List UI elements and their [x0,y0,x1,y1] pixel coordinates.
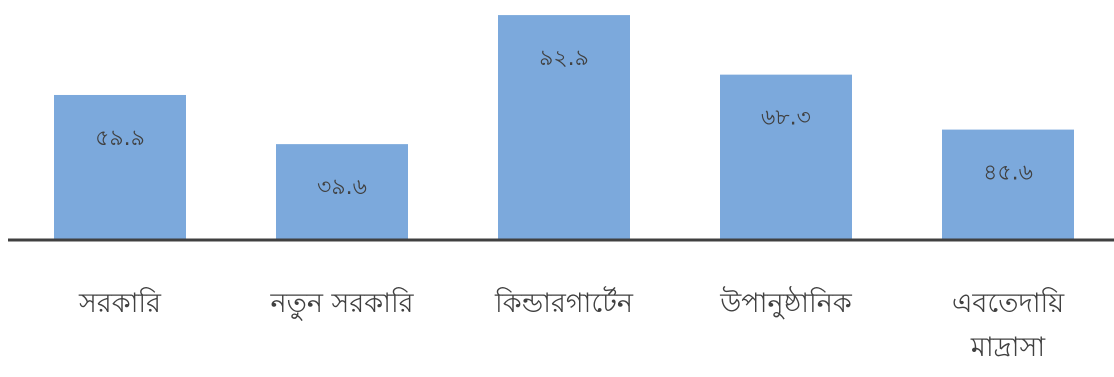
category-label-1: সরকারি [78,287,162,319]
category-label-2: নতুন সরকারি [269,287,414,320]
category-label-5-line-1: এবতেদায়ি [952,287,1065,319]
bars-group [54,15,1074,241]
data-label-1: ৫৯.৯ [95,126,145,151]
category-label-4: উপানুষ্ঠানিক [719,286,853,319]
category-label-3: কিন্ডারগার্টেন [494,286,634,319]
data-label-5: ৪৫.৬ [983,161,1033,186]
bar-2 [276,144,408,240]
category-label-5-line-2: মাদ্রাসা [970,332,1046,363]
data-labels-group: ৫৯.৯ ৩৯.৬ ৯২.৯ ৬৮.৩ ৪৫.৬ [95,46,1033,200]
bar-5 [942,129,1074,240]
data-label-3: ৯২.৯ [539,46,589,71]
bar-3 [498,15,630,240]
category-labels-group: সরকারি নতুন সরকারি কিন্ডারগার্টেন উপানুষ্ঠা… [78,286,1065,363]
bar-1 [54,94,186,241]
bar-4 [720,74,852,240]
data-label-4: ৬৮.৩ [761,106,811,131]
data-label-2: ৩৯.৬ [317,175,367,200]
